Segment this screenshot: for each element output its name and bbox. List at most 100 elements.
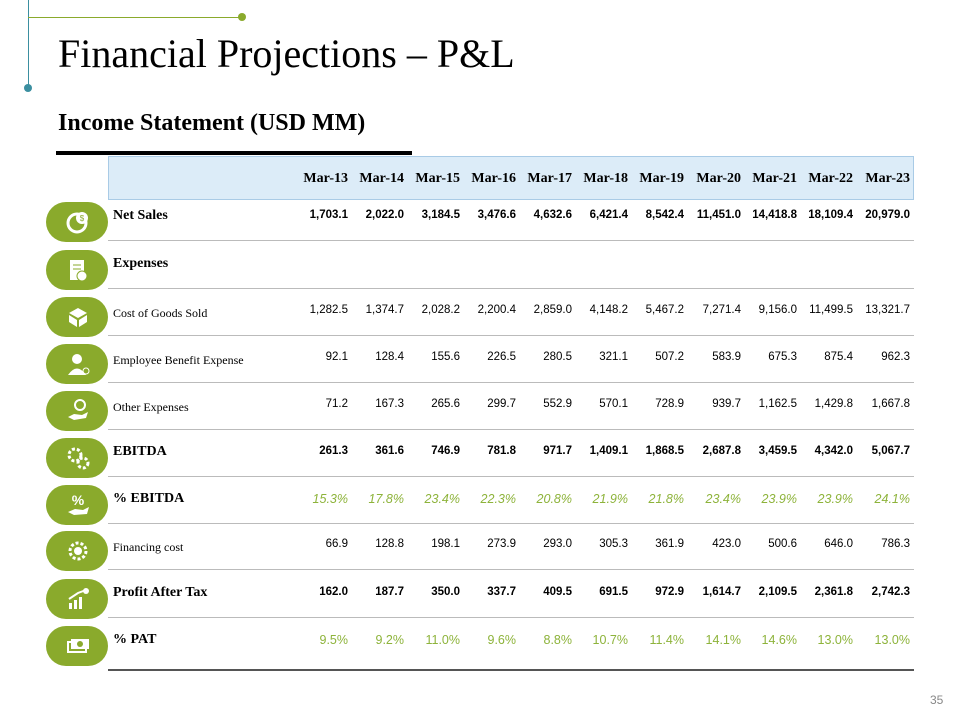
- box-pill: [46, 297, 108, 337]
- row-label-profit-after-tax: Profit After Tax: [113, 585, 208, 600]
- decorative-horizontal-line: [28, 17, 242, 18]
- table-cell: 1,162.5: [758, 398, 797, 410]
- table-cell: 23.4%: [705, 492, 741, 506]
- table-cell: 4,342.0: [814, 445, 853, 457]
- table-cell: 187.7: [375, 586, 404, 598]
- table-cell: 962.3: [881, 351, 910, 363]
- hand-coin-icon: [68, 399, 88, 420]
- row-divider: [108, 382, 914, 383]
- decorative-dot: [238, 13, 246, 21]
- table-cell: 23.9%: [817, 492, 853, 506]
- table-cell: 21.9%: [592, 492, 628, 506]
- table-cell: 939.7: [712, 398, 741, 410]
- percent-hand-pill: %: [46, 485, 108, 525]
- table-cell: 11.4%: [649, 633, 684, 647]
- table-cell: 14,418.8: [752, 209, 797, 221]
- growth-chart-pill: [46, 579, 108, 619]
- table-cell: 500.6: [768, 538, 797, 550]
- column-header: Mar-23: [865, 171, 910, 186]
- table-cell: 14.1%: [705, 633, 741, 647]
- row-label-ebitda: % EBITDA: [113, 491, 185, 506]
- column-header: Mar-17: [527, 171, 572, 186]
- table-cell: 409.5: [543, 586, 572, 598]
- table-cell: 691.5: [599, 586, 628, 598]
- table-cell: 646.0: [824, 538, 853, 550]
- table-cell: 24.1%: [874, 492, 910, 506]
- table-cell: 1,614.7: [702, 586, 741, 598]
- row-label-net-sales: Net Sales: [113, 208, 168, 223]
- column-header: Mar-16: [471, 171, 516, 186]
- decorative-dot: [24, 84, 32, 92]
- gear-dollar-icon: [68, 541, 88, 561]
- table-cell: 265.6: [431, 398, 460, 410]
- table-cell: 1,374.7: [365, 304, 404, 316]
- table-cell: 21.8%: [648, 492, 684, 506]
- table-cell: 299.7: [487, 398, 516, 410]
- growth-chart-icon: [68, 588, 89, 609]
- table-cell: 9,156.0: [758, 304, 797, 316]
- row-label-employee-benefit-expense: Employee Benefit Expense: [113, 353, 244, 367]
- row-label-financing-cost: Financing cost: [113, 540, 184, 554]
- table-cell: 361.9: [655, 538, 684, 550]
- table-cell: 155.6: [431, 351, 460, 363]
- table-cell: 786.3: [881, 538, 910, 550]
- table-cell: 875.4: [824, 351, 853, 363]
- table-cell: 3,459.5: [758, 445, 797, 457]
- table-cell: 128.4: [375, 351, 404, 363]
- table-cell: 66.9: [325, 538, 348, 550]
- row-label-other-expenses: Other Expenses: [113, 400, 189, 414]
- table-cell: 280.5: [543, 351, 572, 363]
- table-cell: 583.9: [712, 351, 741, 363]
- table-cell: 2,200.4: [477, 304, 516, 316]
- table-cell: 14.6%: [761, 633, 797, 647]
- table-cell: 293.0: [543, 538, 572, 550]
- row-divider: [108, 335, 914, 336]
- table-cell: 728.9: [655, 398, 684, 410]
- table-cell: 5,467.2: [645, 304, 684, 316]
- page-number: 35: [930, 693, 944, 707]
- money-pie-icon: $: [66, 212, 88, 234]
- table-cell: 5,067.7: [871, 445, 910, 457]
- employee-pill: [46, 344, 108, 384]
- table-cell: 7,271.4: [702, 304, 741, 316]
- row-label-pat: % PAT: [113, 632, 157, 647]
- table-cell: 972.9: [655, 586, 684, 598]
- table-cell: 2,109.5: [758, 586, 797, 598]
- row-label-cost-of-goods-sold: Cost of Goods Sold: [113, 306, 208, 320]
- row-divider: [108, 288, 914, 289]
- svg-text:$: $: [80, 214, 85, 223]
- hand-coin-pill: [46, 391, 108, 431]
- row-divider: [108, 429, 914, 430]
- table-cell: 11,499.5: [809, 304, 853, 316]
- column-header: Mar-18: [583, 171, 628, 186]
- cash-stack-icon: [67, 639, 89, 653]
- table-cell: 361.6: [375, 445, 404, 457]
- column-header: Mar-13: [303, 171, 348, 186]
- table-cell: 3,184.5: [421, 209, 460, 221]
- table-cell: 1,703.1: [309, 209, 348, 221]
- table-cell: 1,667.8: [871, 398, 910, 410]
- table-cell: 423.0: [712, 538, 741, 550]
- table-cell: 337.7: [487, 586, 516, 598]
- employee-icon: [68, 354, 90, 375]
- table-cell: 226.5: [487, 351, 516, 363]
- subtitle-underline: [56, 151, 412, 155]
- table-cell: 350.0: [431, 586, 460, 598]
- table-cell: 167.3: [375, 398, 404, 410]
- table-cell: 13,321.7: [865, 304, 910, 316]
- column-header: Mar-19: [639, 171, 684, 186]
- table-cell: 781.8: [487, 445, 516, 457]
- table-cell: 2,859.0: [533, 304, 572, 316]
- gear-dollar-pill: [46, 531, 108, 571]
- cash-stack-pill: [46, 626, 108, 666]
- table-cell: 9.2%: [375, 633, 405, 647]
- table-cell: 2,028.2: [421, 304, 460, 316]
- table-cell: 23.9%: [761, 492, 797, 506]
- table-cell: 92.1: [325, 351, 348, 363]
- column-header: Mar-15: [415, 171, 460, 186]
- table-cell: 2,361.8: [814, 586, 853, 598]
- table-cell: 971.7: [543, 445, 572, 457]
- document-dollar-pill: [46, 250, 108, 290]
- table-header-band: [108, 156, 914, 200]
- gears-dollar-icon: [67, 447, 90, 470]
